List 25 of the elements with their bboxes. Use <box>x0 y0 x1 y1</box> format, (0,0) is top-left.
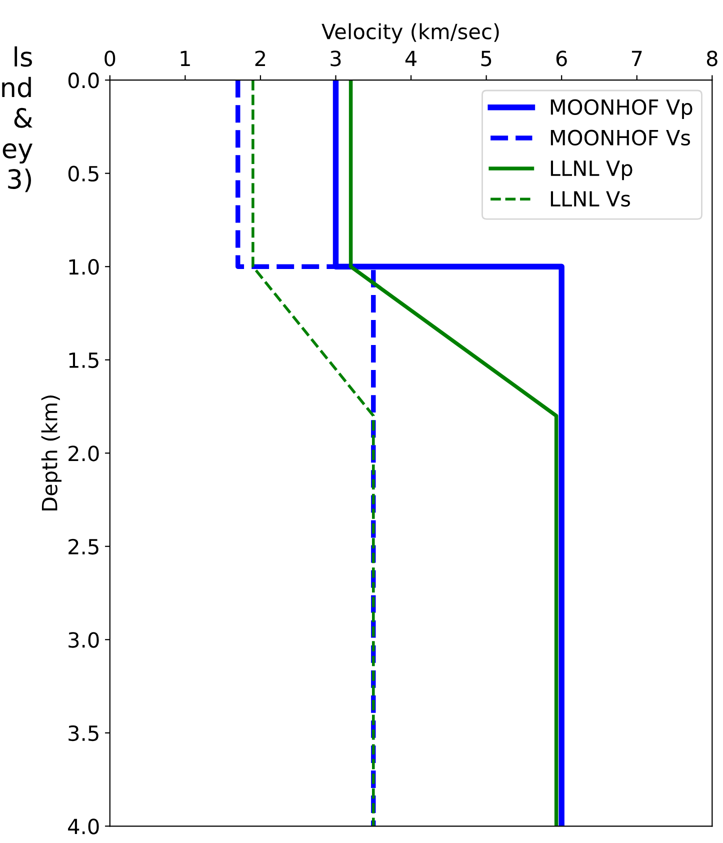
x-tick-label: 5 <box>481 50 492 66</box>
y-tick-label: 1.0 <box>69 259 99 275</box>
y-tick-label: 3.5 <box>68 725 98 742</box>
x-tick-label: 2 <box>255 50 265 66</box>
y-tick-label: 1.5 <box>69 352 98 368</box>
text: ls nd & ey 3) <box>2 46 32 192</box>
y-tick-label: 4.0 <box>68 818 99 834</box>
x-tick-label: 0 <box>104 50 116 66</box>
legend-label: MOONHOF Vp <box>550 99 692 119</box>
x-tick-label: 3 <box>330 50 341 66</box>
x-tick-label: 7 <box>632 50 642 66</box>
y-tick-label: 0.5 <box>68 166 98 182</box>
y-tick-label: 0.0 <box>68 72 99 88</box>
y-axis-title: Depth (km) <box>41 396 62 510</box>
x-axis-title: Velocity (km/sec) <box>322 23 499 44</box>
legend-label: LLNL Vp <box>550 160 632 180</box>
y-tick-label: 2.5 <box>68 538 98 555</box>
y-tick-label: 3.0 <box>68 632 99 648</box>
y-tick-label: 2.0 <box>68 446 99 462</box>
legend-label: LLNL Vs <box>550 191 630 207</box>
x-tick-label: 8 <box>706 50 718 66</box>
x-tick-label: 6 <box>556 50 567 66</box>
legend-label: MOONHOF Vs <box>550 130 690 146</box>
x-tick-label: 1 <box>180 50 190 66</box>
x-tick-label: 4 <box>405 50 416 66</box>
